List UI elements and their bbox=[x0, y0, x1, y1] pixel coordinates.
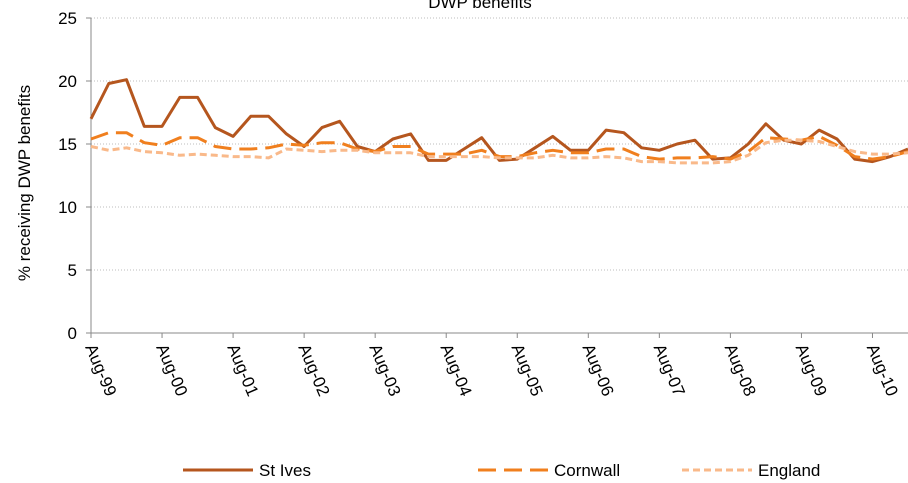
x-tick-label: Aug-06 bbox=[579, 341, 618, 399]
x-tick-label: Aug-01 bbox=[223, 341, 262, 399]
y-tick-label: 10 bbox=[58, 198, 77, 217]
series-line-st-ives bbox=[89, 78, 908, 164]
legend-label: St Ives bbox=[259, 461, 311, 480]
x-tick-label: Aug-05 bbox=[508, 341, 547, 399]
series-line-england bbox=[90, 138, 908, 165]
x-tick-label: Aug-04 bbox=[437, 341, 476, 399]
series-lines bbox=[89, 78, 908, 165]
x-tick-label: Aug-09 bbox=[792, 341, 831, 399]
axes bbox=[86, 17, 908, 338]
x-tick-labels: Aug-99 Aug-00 Aug-01 Aug-02 Aug-03 Aug-04 Aug-… bbox=[81, 341, 901, 399]
x-tick-label: Aug-02 bbox=[294, 341, 333, 399]
legend-label: Cornwall bbox=[554, 461, 620, 480]
x-tick-label: Aug-10 bbox=[863, 341, 902, 399]
chart-title: DWP benefits bbox=[428, 0, 532, 12]
x-tick-label: Aug-99 bbox=[81, 341, 120, 399]
legend-label: England bbox=[758, 461, 820, 480]
x-tick-label: Aug-08 bbox=[721, 341, 760, 399]
x-tick-label: Aug-03 bbox=[365, 341, 404, 399]
y-tick-label: 25 bbox=[58, 9, 77, 28]
y-axis-title: % receiving DWP benefits bbox=[15, 85, 34, 281]
y-tick-label: 0 bbox=[68, 324, 77, 343]
y-tick-label: 15 bbox=[58, 135, 77, 154]
y-tick-label: 5 bbox=[68, 261, 77, 280]
y-tick-label: 20 bbox=[58, 72, 77, 91]
x-tick-label: Aug-07 bbox=[650, 341, 689, 399]
y-tick-labels: 0 5 10 15 20 25 bbox=[58, 9, 77, 343]
legend: St Ives Cornwall England bbox=[183, 461, 820, 480]
gridlines bbox=[91, 17, 908, 271]
x-tick-label: Aug-00 bbox=[152, 341, 191, 399]
